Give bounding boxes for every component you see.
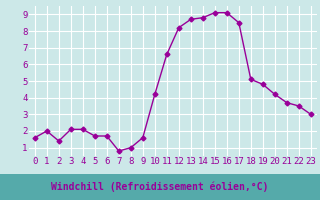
Text: Windchill (Refroidissement éolien,°C): Windchill (Refroidissement éolien,°C)	[51, 182, 269, 192]
